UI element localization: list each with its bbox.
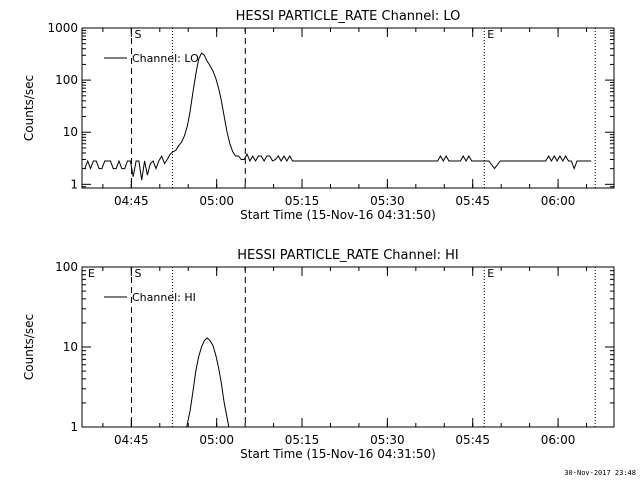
footer-timestamp: 30-Nov-2017 23:48 <box>564 469 636 477</box>
chart2-region-label: S <box>135 267 142 280</box>
chart1-plot-frame <box>81 27 615 189</box>
chart2-x-axis-label: Start Time (15-Nov-16 04:31:50) <box>240 447 436 461</box>
chart2-region-label: E <box>487 267 494 280</box>
chart1-region-label: E <box>487 28 494 41</box>
chart2-y-tick-label: 1 <box>70 420 78 434</box>
chart2-y-tick-label: 100 <box>55 260 78 274</box>
chart2-x-tick-label: 06:00 <box>541 433 576 447</box>
chart2-region-label: E <box>88 267 95 280</box>
chart1-x-tick-label: 05:15 <box>285 194 320 208</box>
chart2-series-line <box>186 337 230 428</box>
chart1-region-label: S <box>135 28 142 41</box>
chart2-y-tick-label: 10 <box>63 340 78 354</box>
chart2-legend-label: Channel: HI <box>132 291 196 304</box>
chart2-x-tick-label: 05:15 <box>285 433 320 447</box>
chart1-y-tick-label: 1 <box>70 177 78 191</box>
chart1-title: HESSI PARTICLE_RATE Channel: LO <box>236 9 461 24</box>
chart1-x-tick-label: 06:00 <box>541 194 576 208</box>
chart1-x-tick-label: 04:45 <box>114 194 149 208</box>
chart2-y-axis-label: Counts/sec <box>22 314 36 380</box>
chart1-y-tick-label: 10 <box>63 125 78 139</box>
chart1-legend-label: Channel: LO <box>132 52 199 65</box>
chart1-x-tick-label: 05:30 <box>370 194 405 208</box>
chart2-x-tick-label: 05:45 <box>455 433 490 447</box>
chart1-y-axis-label: Counts/sec <box>22 75 36 141</box>
chart1-x-tick-label: 05:45 <box>455 194 490 208</box>
chart1-x-axis-label: Start Time (15-Nov-16 04:31:50) <box>240 208 436 222</box>
chart1-y-tick-label: 1000 <box>47 21 78 35</box>
chart1-x-tick-label: 05:00 <box>199 194 234 208</box>
chart2-x-tick-label: 05:00 <box>199 433 234 447</box>
chart1-y-tick-label: 100 <box>55 73 78 87</box>
chart2-x-tick-label: 04:45 <box>114 433 149 447</box>
chart2-x-tick-label: 05:30 <box>370 433 405 447</box>
chart2-title: HESSI PARTICLE_RATE Channel: HI <box>237 248 458 263</box>
chart1-series-line <box>84 52 592 181</box>
